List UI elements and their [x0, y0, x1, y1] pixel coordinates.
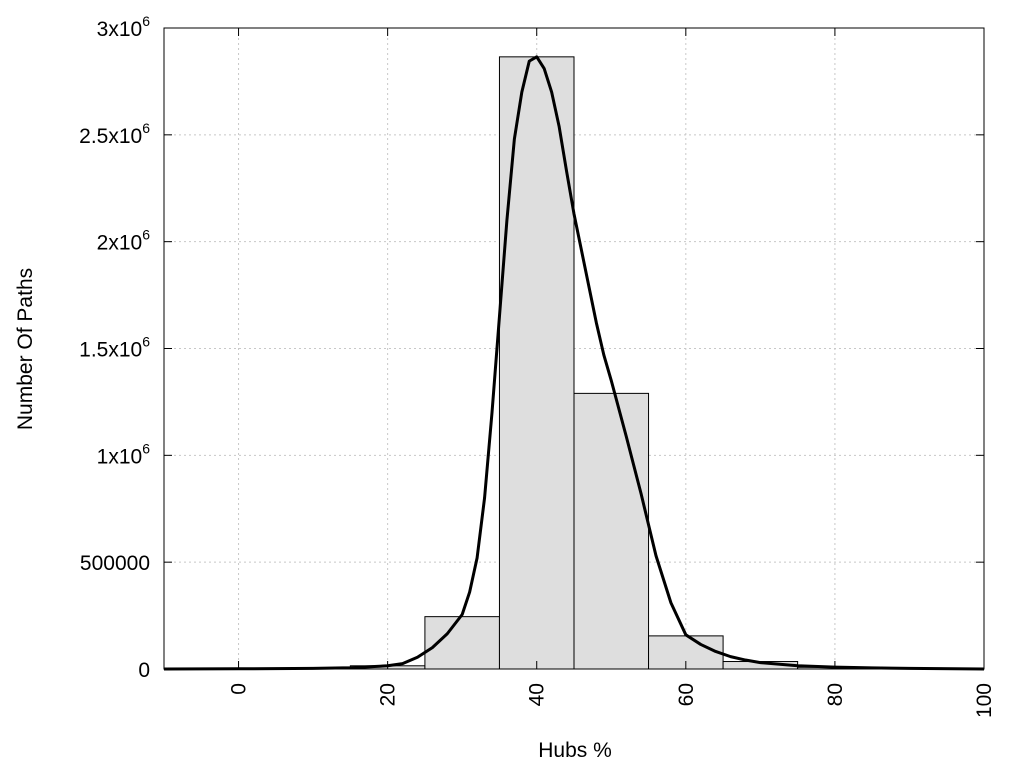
- y-tick-label: 1x106: [97, 440, 151, 468]
- axis-ticks: [164, 27, 985, 670]
- x-tick-label: 80: [824, 683, 847, 706]
- x-tick-label: 60: [675, 683, 698, 706]
- y-tick-label-base: 3x10: [97, 18, 143, 41]
- y-tick-label-base: 2.5x10: [79, 125, 142, 148]
- y-tick-label-exponent: 6: [142, 13, 150, 29]
- y-tick-label: 0: [138, 659, 150, 682]
- y-tick-label-base: 0: [138, 659, 150, 682]
- y-tick-label-base: 2x10: [97, 232, 143, 255]
- y-tick-label-exponent: 6: [142, 334, 150, 350]
- y-tick-label-base: 500000: [80, 552, 150, 575]
- y-tick-label-exponent: 6: [142, 120, 150, 136]
- y-tick-label-base: 1x10: [97, 445, 143, 468]
- x-tick-label: 0: [228, 683, 251, 695]
- y-tick-label-exponent: 6: [142, 440, 150, 456]
- y-tick-label-base: 1.5x10: [79, 339, 142, 362]
- histogram-bars: [275, 56, 948, 670]
- y-tick-label: 2.5x106: [79, 120, 150, 148]
- y-tick-label: 2x106: [97, 227, 151, 255]
- y-tick-label: 3x106: [97, 13, 151, 41]
- x-tick-labels: 0 20 40 60 80 100: [228, 683, 996, 718]
- x-tick-label: 20: [377, 683, 400, 706]
- y-tick-label-exponent: 6: [142, 227, 150, 243]
- x-tick-label: 100: [973, 683, 996, 718]
- histogram-bar: [573, 392, 650, 670]
- y-tick-label: 500000: [80, 552, 150, 575]
- fit-curve-line: [163, 55, 985, 671]
- y-tick-label: 1.5x106: [79, 334, 150, 362]
- x-tick-label: 40: [526, 683, 549, 706]
- y-axis-title: Number Of Paths: [14, 268, 37, 430]
- x-axis-title: Hubs %: [538, 739, 612, 762]
